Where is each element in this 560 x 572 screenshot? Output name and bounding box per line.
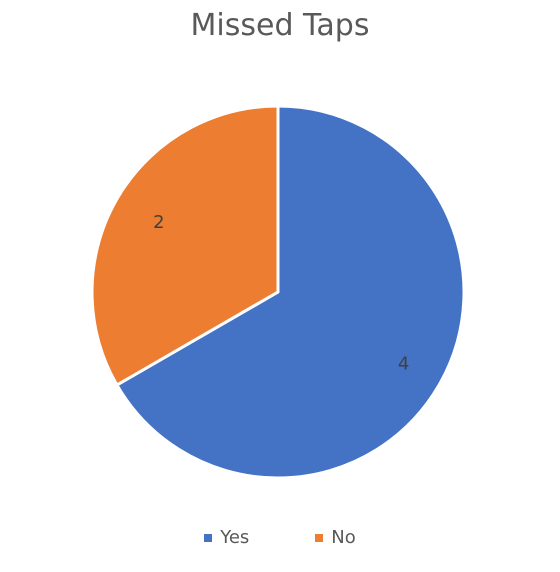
legend-swatch-no xyxy=(315,533,324,542)
legend-item-yes: Yes xyxy=(204,527,249,548)
legend-label-yes: Yes xyxy=(220,527,250,548)
chart-title: Missed Taps xyxy=(190,8,370,43)
legend-label-no: No xyxy=(331,527,356,548)
legend-item-no: No xyxy=(315,527,356,548)
legend: Yes No xyxy=(0,527,560,548)
pie-slice-yes xyxy=(115,104,466,480)
pie-slice-no xyxy=(90,104,280,387)
data-label-no: 2 xyxy=(153,212,164,233)
legend-swatch-yes xyxy=(204,533,213,542)
data-label-yes: 4 xyxy=(398,354,409,375)
